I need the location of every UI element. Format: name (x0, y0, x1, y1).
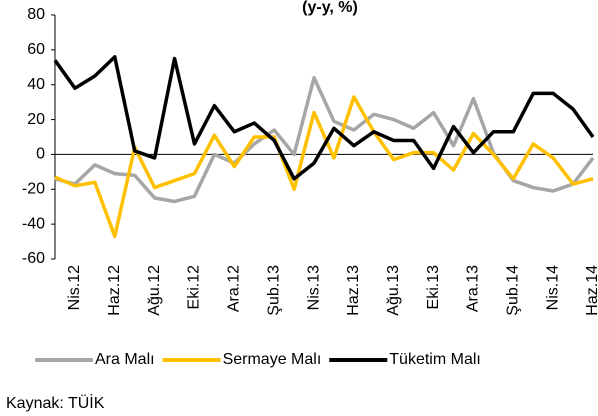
x-tick-label: Ağu.12 (146, 265, 163, 316)
y-tick-label: -60 (22, 250, 45, 267)
x-tick-label: Ağu.13 (385, 265, 402, 316)
y-tick-label: -20 (22, 181, 45, 198)
x-tick-label: Eki.13 (425, 265, 442, 310)
legend-label: Sermaye Malı (223, 351, 322, 368)
x-tick-label: Şub.14 (505, 265, 522, 316)
x-tick-label: Şub.13 (265, 265, 282, 316)
x-tick-label: Haz.12 (106, 265, 123, 316)
x-tick-label: Nis.12 (66, 265, 83, 310)
x-tick-label: Ara.13 (465, 265, 482, 312)
series-line (53, 55, 595, 181)
y-tick-label: 0 (36, 146, 45, 163)
x-tick-label: Haz.14 (584, 265, 598, 316)
y-tick-label: 60 (27, 41, 45, 58)
x-tick-label: Nis.13 (305, 265, 322, 310)
x-tick-label: Nis.14 (544, 265, 561, 310)
x-tick-label: Eki.12 (186, 265, 203, 310)
y-tick-label: -40 (22, 215, 45, 232)
chart-title: (y-y, %) (302, 0, 358, 16)
y-tick-label: 80 (27, 6, 45, 23)
legend-label: Tüketim Malı (389, 351, 481, 368)
y-tick-label: 20 (27, 111, 45, 128)
y-tick-label: 40 (27, 76, 45, 93)
x-tick-label: Haz.13 (345, 265, 362, 316)
source: Kaynak: TÜİK (6, 393, 105, 412)
series-line (54, 95, 594, 239)
x-tick-label: Ara.12 (226, 265, 243, 312)
series-line (54, 75, 595, 204)
legend-label: Ara Malı (95, 351, 155, 368)
